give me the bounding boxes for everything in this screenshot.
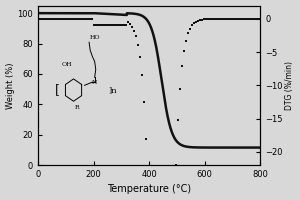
Text: R: R — [74, 105, 79, 110]
Y-axis label: DTG (%/min): DTG (%/min) — [285, 61, 294, 110]
Text: [: [ — [54, 84, 59, 97]
Text: HO: HO — [89, 35, 100, 40]
Text: OH: OH — [61, 62, 72, 67]
Text: ]n: ]n — [108, 86, 117, 94]
Y-axis label: Weight (%): Weight (%) — [6, 62, 15, 109]
Text: N: N — [92, 80, 97, 85]
X-axis label: Temperature (°C): Temperature (°C) — [107, 184, 191, 194]
